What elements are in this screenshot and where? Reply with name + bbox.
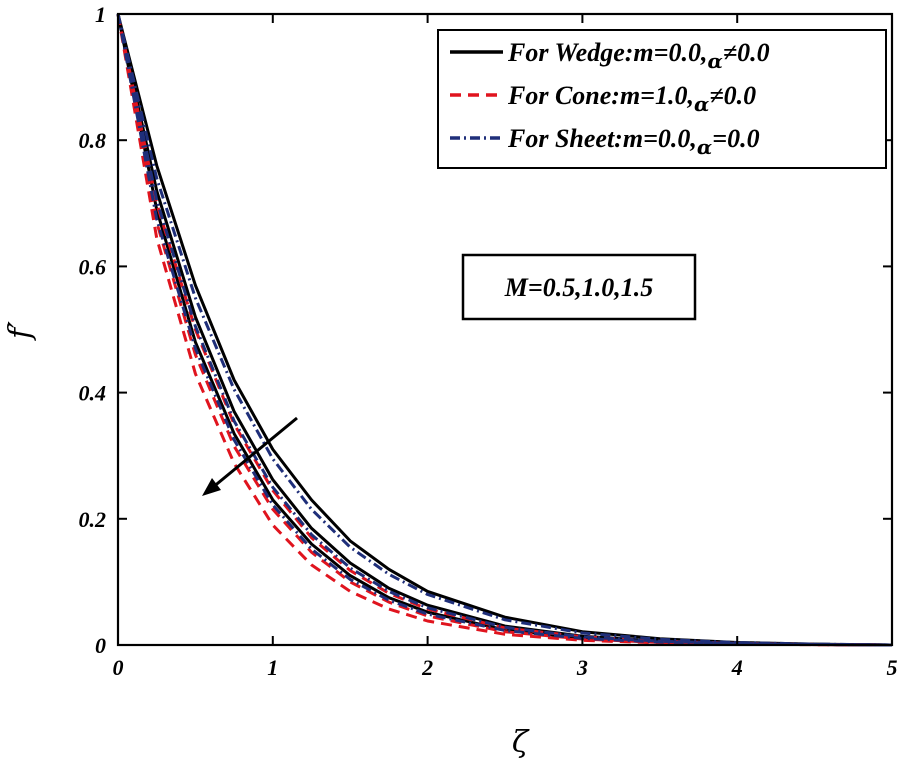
series-line-sheet [116, 13, 893, 647]
x-axis-title: ζ [512, 725, 530, 760]
y-tick-label: 0.6 [79, 254, 107, 279]
trend-arrow [202, 416, 298, 496]
trend-arrow-head [202, 478, 221, 496]
annotation-group: M=0.5,1.0,1.5 [461, 253, 697, 321]
legend-label: For Sheet:m=0.0,α=0.0 [507, 124, 760, 159]
legend-label-prefix: For Sheet:m=0.0, [507, 124, 697, 153]
legend-label-suffix: =0.0 [712, 124, 759, 153]
series-line-sheet [116, 13, 893, 647]
series-layer [116, 13, 893, 647]
annotation-box [461, 253, 697, 321]
legend-label-suffix: ≠0.0 [709, 81, 756, 110]
x-tick-label: 1 [267, 655, 278, 680]
legend-label-greek: α [707, 49, 722, 73]
legend-label-prefix: For Cone:m=1.0, [507, 81, 694, 110]
legend-label-prefix: For Wedge:m=0.0, [507, 38, 707, 67]
y-axis-title: f′ [3, 321, 38, 341]
x-tick-label: 3 [576, 655, 588, 680]
y-tick-label: 0 [95, 633, 106, 658]
x-tick-label: 5 [887, 655, 898, 680]
trend-arrow-shaft [211, 416, 298, 490]
plot-frame [116, 12, 894, 647]
annotation-label: M=0.5,1.0,1.5 [504, 273, 653, 302]
x-tick-label: 2 [421, 655, 433, 680]
x-tick-label: 0 [113, 655, 124, 680]
y-tick-label: 0.4 [79, 381, 107, 406]
legend-label-greek: α [694, 92, 709, 116]
x-tick-label: 4 [731, 655, 743, 680]
legend-label-greek: α [697, 135, 712, 159]
legend-label-suffix: ≠0.0 [723, 38, 770, 67]
y-tick-label: 1 [95, 2, 106, 27]
tick-layer: 0 1 2 3 4 5 0 0.2 0.4 0.6 0.8 1 [79, 2, 898, 680]
legend-box [437, 29, 887, 169]
legend-label: For Cone:m=1.0,α≠0.0 [507, 81, 756, 116]
legend-label: For Wedge:m=0.0,α≠0.0 [507, 38, 770, 73]
y-tick-label: 0.8 [79, 128, 107, 153]
y-tick-label: 0.2 [79, 507, 107, 532]
